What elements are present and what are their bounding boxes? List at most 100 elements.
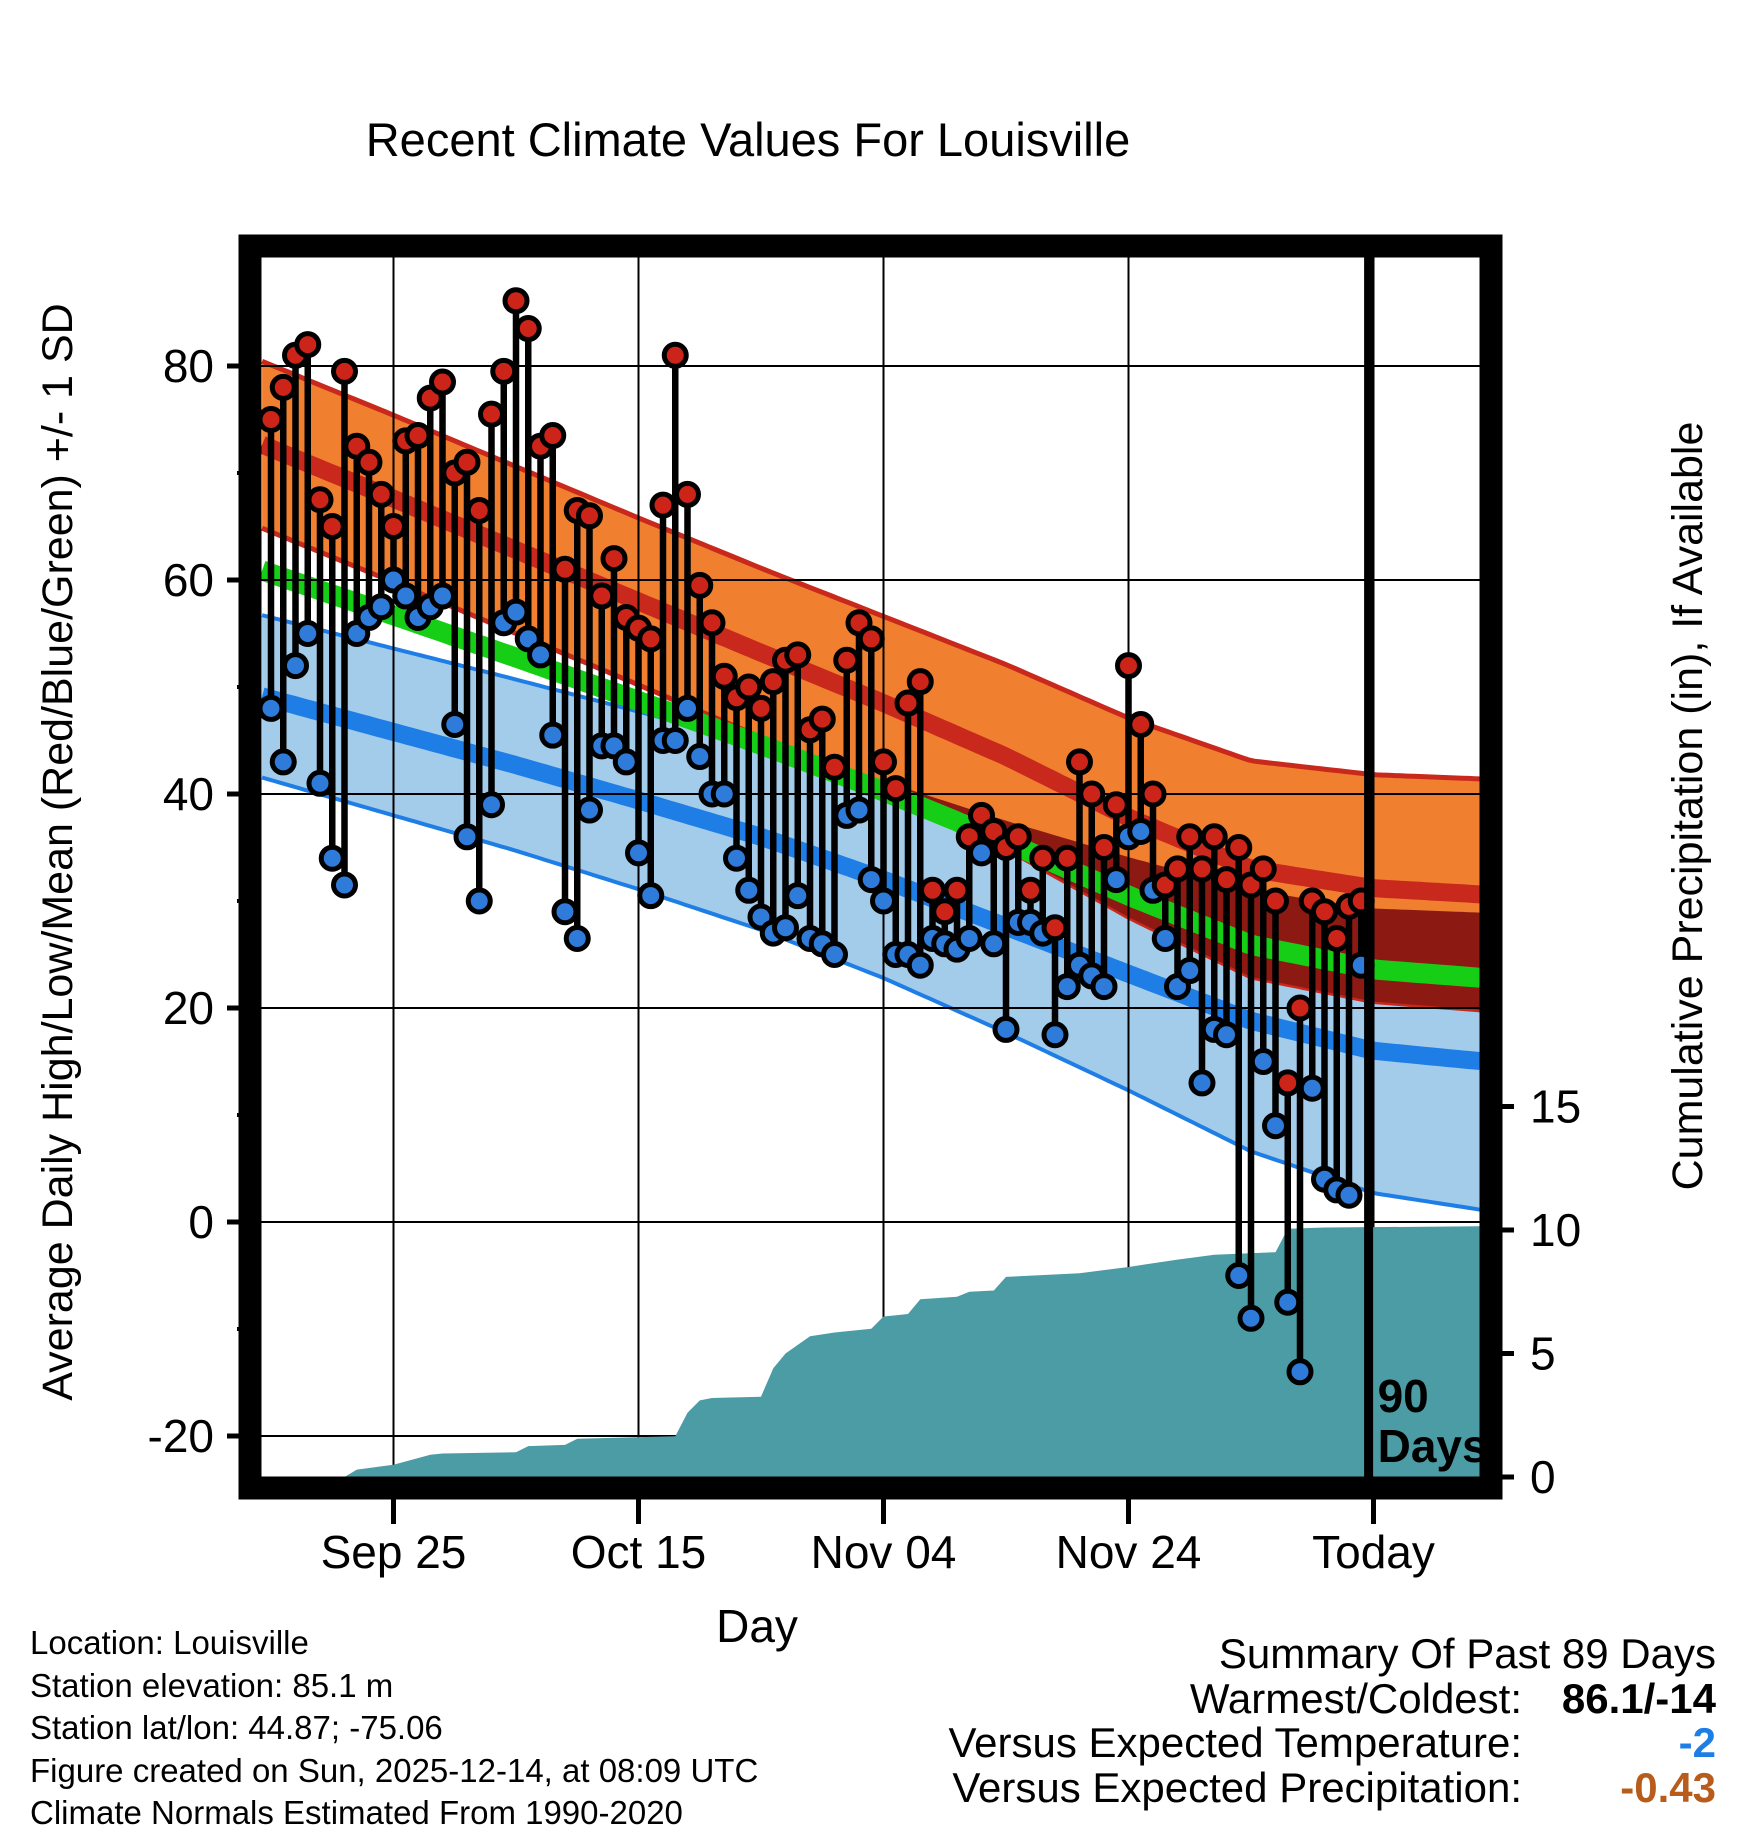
daily-low-dot — [674, 694, 701, 722]
station-location: Location: Louisville — [30, 1624, 309, 1661]
daily-high-dot — [698, 609, 726, 637]
daily-low-dot — [784, 882, 812, 910]
daily-high-dot — [367, 480, 395, 508]
daily-low-dot — [1237, 1304, 1265, 1332]
daily-high-dot — [833, 646, 861, 674]
station-latlon: Station lat/lon: 44.87; -75.06 — [30, 1709, 443, 1746]
daily-low-dot — [980, 930, 1008, 958]
daily-high-dot — [294, 331, 322, 359]
daily-low-dot — [441, 710, 469, 738]
daily-high-dot — [1213, 866, 1240, 894]
ninety-day-label: 90 — [1378, 1370, 1429, 1422]
daily-high-dot — [588, 582, 616, 610]
daily-high-dot — [637, 625, 665, 653]
daily-high-dot — [1188, 855, 1216, 883]
daily-low-dot — [1286, 1358, 1314, 1386]
daily-low-dot — [367, 593, 395, 621]
daily-high-dot — [1066, 748, 1093, 776]
daily-high-dot — [1004, 823, 1032, 851]
daily-low-dot — [906, 951, 934, 979]
station-elevation: Station elevation: 85.1 m — [30, 1666, 394, 1704]
daily-low-dot — [845, 796, 873, 824]
daily-low-dot — [637, 882, 665, 910]
daily-low-dot — [331, 871, 358, 899]
daily-low-dot — [1249, 1048, 1277, 1075]
daily-low-dot — [661, 727, 689, 754]
daily-high-dot — [600, 545, 628, 573]
ninety-day-label: Days — [1378, 1420, 1488, 1472]
summary-value: 86.1/-14 — [1561, 1674, 1716, 1722]
daily-low-dot — [1213, 1021, 1240, 1049]
summary-title: Summary Of Past 89 Days — [1218, 1630, 1716, 1677]
daily-high-dot — [1029, 844, 1057, 872]
daily-high-dot — [1139, 780, 1167, 808]
y-left-tick-label: 60 — [163, 554, 214, 606]
daily-high-dot — [1311, 898, 1338, 926]
daily-high-dot — [465, 496, 493, 524]
daily-high-dot — [261, 406, 285, 433]
y-right-tick-label: 0 — [1530, 1451, 1556, 1503]
daily-high-dot — [1164, 855, 1191, 883]
daily-high-dot — [894, 689, 922, 717]
daily-low-dot — [306, 769, 334, 797]
daily-high-dot — [1249, 855, 1277, 883]
daily-high-dot — [1200, 823, 1228, 851]
daily-high-dot — [539, 422, 567, 450]
daily-low-dot — [821, 941, 848, 968]
daily-low-dot — [1127, 817, 1155, 845]
daily-high-dot — [429, 368, 456, 396]
daily-high-dot — [735, 673, 763, 701]
daily-high-dot — [1017, 876, 1044, 904]
station-info-block: Location: Louisville Station elevation: … — [30, 1622, 758, 1828]
summary-block: Summary Of Past 89 Days Warmest/Coldest:… — [948, 1630, 1716, 1811]
cumulative-precip-area — [345, 1226, 1480, 1477]
y-left-tick-label: 80 — [163, 340, 214, 392]
daily-low-dot — [1298, 1074, 1326, 1102]
daily-high-dot — [710, 662, 738, 690]
daily-high-dot — [1053, 844, 1081, 872]
daily-high-dot — [686, 571, 714, 599]
daily-high-dot — [821, 753, 848, 781]
daily-high-dot — [1041, 914, 1069, 942]
daily-low-dot — [1053, 973, 1081, 1001]
daily-high-dot — [1274, 1069, 1302, 1097]
daily-low-dot — [1188, 1069, 1216, 1097]
x-tick-label: Oct 15 — [571, 1526, 707, 1578]
y-right-tick-label: 10 — [1530, 1204, 1581, 1256]
summary-label: Versus Expected Precipitation: — [952, 1763, 1522, 1811]
daily-low-dot — [539, 721, 567, 749]
daily-low-dot — [478, 791, 505, 819]
summary-row-warmest-coldest: Warmest/Coldest: 86.1/-14 — [948, 1674, 1716, 1722]
daily-high-dot — [318, 513, 346, 540]
daily-high-dot — [1262, 887, 1289, 915]
daily-high-dot — [943, 876, 971, 904]
y-left-tick-label: 0 — [188, 1196, 214, 1248]
daily-low-dot — [429, 582, 456, 610]
daily-low-dot — [955, 924, 983, 952]
daily-low-dot — [1274, 1288, 1302, 1316]
daily-high-dot — [674, 480, 701, 508]
daily-high-dot — [478, 400, 505, 428]
daily-high-dot — [931, 898, 959, 926]
daily-high-dot — [502, 287, 530, 315]
daily-high-dot — [759, 668, 787, 696]
daily-low-dot — [1176, 957, 1204, 985]
daily-low-dot — [735, 876, 763, 904]
daily-low-dot — [857, 866, 885, 894]
daily-low-dot — [1335, 1181, 1363, 1209]
daily-low-dot — [318, 844, 346, 872]
daily-low-dot — [686, 743, 714, 771]
daily-low-dot — [282, 652, 309, 680]
y-right-axis-title: Cumulative Precipitation (in), If Availa… — [1664, 422, 1712, 1191]
daily-high-dot — [857, 625, 885, 653]
daily-low-dot — [502, 598, 530, 626]
daily-low-dot — [772, 914, 799, 942]
daily-low-dot — [1041, 1021, 1069, 1049]
daily-high-dot — [404, 422, 432, 450]
daily-low-dot — [1090, 973, 1118, 1001]
daily-high-dot — [1176, 823, 1204, 851]
daily-high-dot — [747, 694, 775, 722]
